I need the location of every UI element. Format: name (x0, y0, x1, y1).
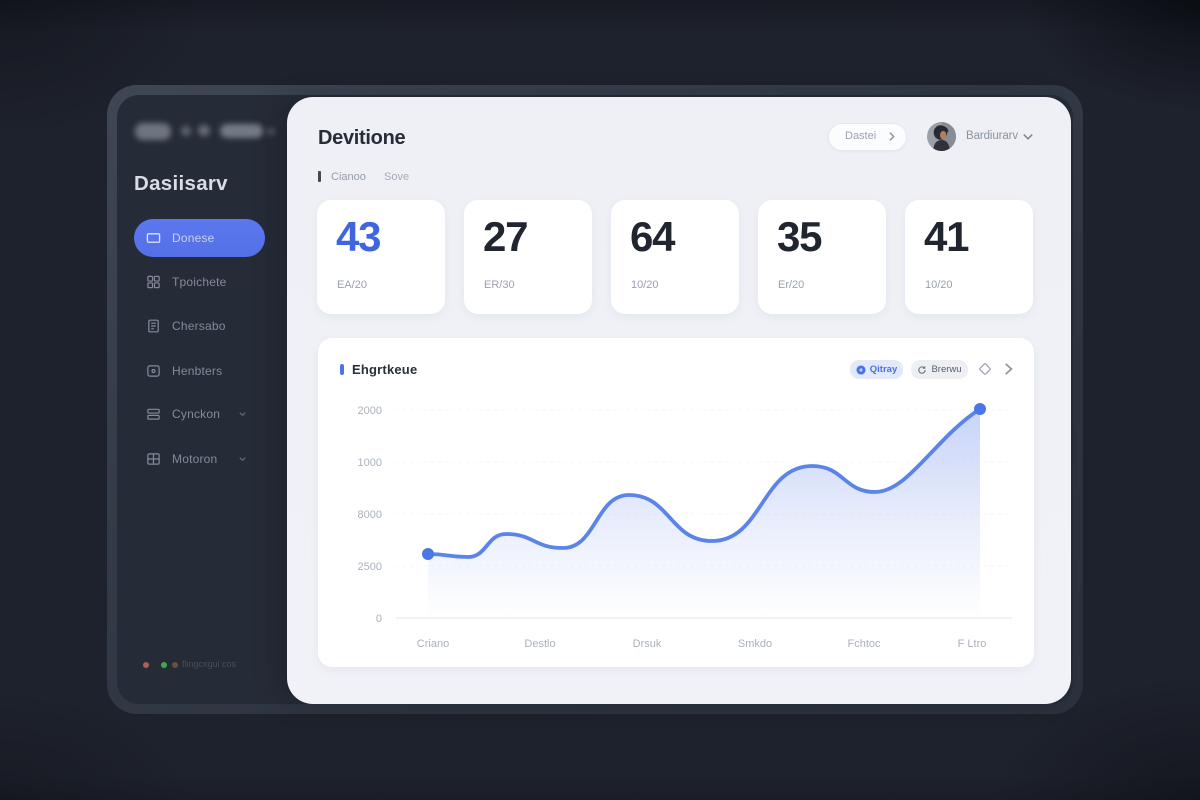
svg-text:F Ltro: F Ltro (958, 638, 987, 650)
svg-text:8000: 8000 (358, 509, 382, 521)
svg-text:2000: 2000 (358, 405, 382, 417)
svg-text:Drsuk: Drsuk (633, 638, 662, 650)
svg-text:1000: 1000 (358, 457, 382, 469)
svg-text:0: 0 (376, 613, 382, 625)
svg-text:Smkdo: Smkdo (738, 638, 772, 650)
svg-text:Destlo: Destlo (524, 638, 555, 650)
svg-text:Fchtoc: Fchtoc (847, 638, 881, 650)
svg-text:2500: 2500 (358, 561, 382, 573)
svg-text:Criano: Criano (417, 638, 449, 650)
